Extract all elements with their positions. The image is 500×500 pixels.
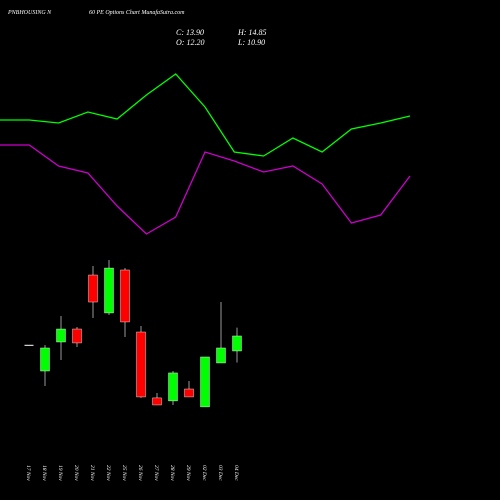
- x-tick-label: 25 Nov: [121, 465, 127, 481]
- candle-body: [136, 331, 146, 398]
- candle-body: [40, 347, 50, 372]
- x-tick-label: 04 Dec: [233, 465, 240, 481]
- x-tick-label: 20 Nov: [73, 465, 79, 481]
- candle-body: [200, 356, 210, 408]
- x-tick-label: 18 Nov: [41, 465, 47, 481]
- x-tick-label: 28 Nov: [169, 465, 175, 481]
- x-tick-label: 21 Nov: [89, 465, 95, 481]
- candle-body: [104, 267, 114, 314]
- candle-body: [152, 397, 162, 406]
- indicator-line: [0, 73, 411, 157]
- stat-close: C: 13.90: [176, 28, 204, 37]
- candle-body: [216, 347, 226, 364]
- candle-body: [168, 372, 178, 402]
- candle-body: [120, 269, 130, 323]
- candle-body: [184, 388, 194, 398]
- x-tick-label: 22 Nov: [105, 465, 111, 481]
- x-tick-label: 19 Nov: [57, 465, 63, 481]
- x-tick-label: 26 Nov: [137, 465, 143, 481]
- x-tick-label: 27 Nov: [153, 465, 159, 481]
- candle-body: [72, 328, 82, 344]
- stat-low: L: 10.90: [237, 38, 265, 47]
- candle-body: [88, 274, 98, 303]
- x-tick-label: 29 Nov: [185, 465, 191, 481]
- chart-subtitle: 60 PE Options Chart MunafaSutra.com: [89, 9, 185, 16]
- x-tick-label: 17 Nov: [25, 465, 31, 481]
- x-tick-label: 03 Dec: [217, 465, 223, 481]
- chart-title: PNBHOUSING N: [7, 10, 52, 16]
- stat-high: H: 14.85: [237, 28, 266, 37]
- candle-body: [56, 328, 66, 343]
- indicator-line: [0, 144, 411, 235]
- x-tick-label: 02 Dec: [201, 465, 207, 481]
- candle-body: [24, 344, 34, 346]
- stat-open: O: 12.20: [176, 38, 204, 47]
- candle-body: [232, 335, 242, 352]
